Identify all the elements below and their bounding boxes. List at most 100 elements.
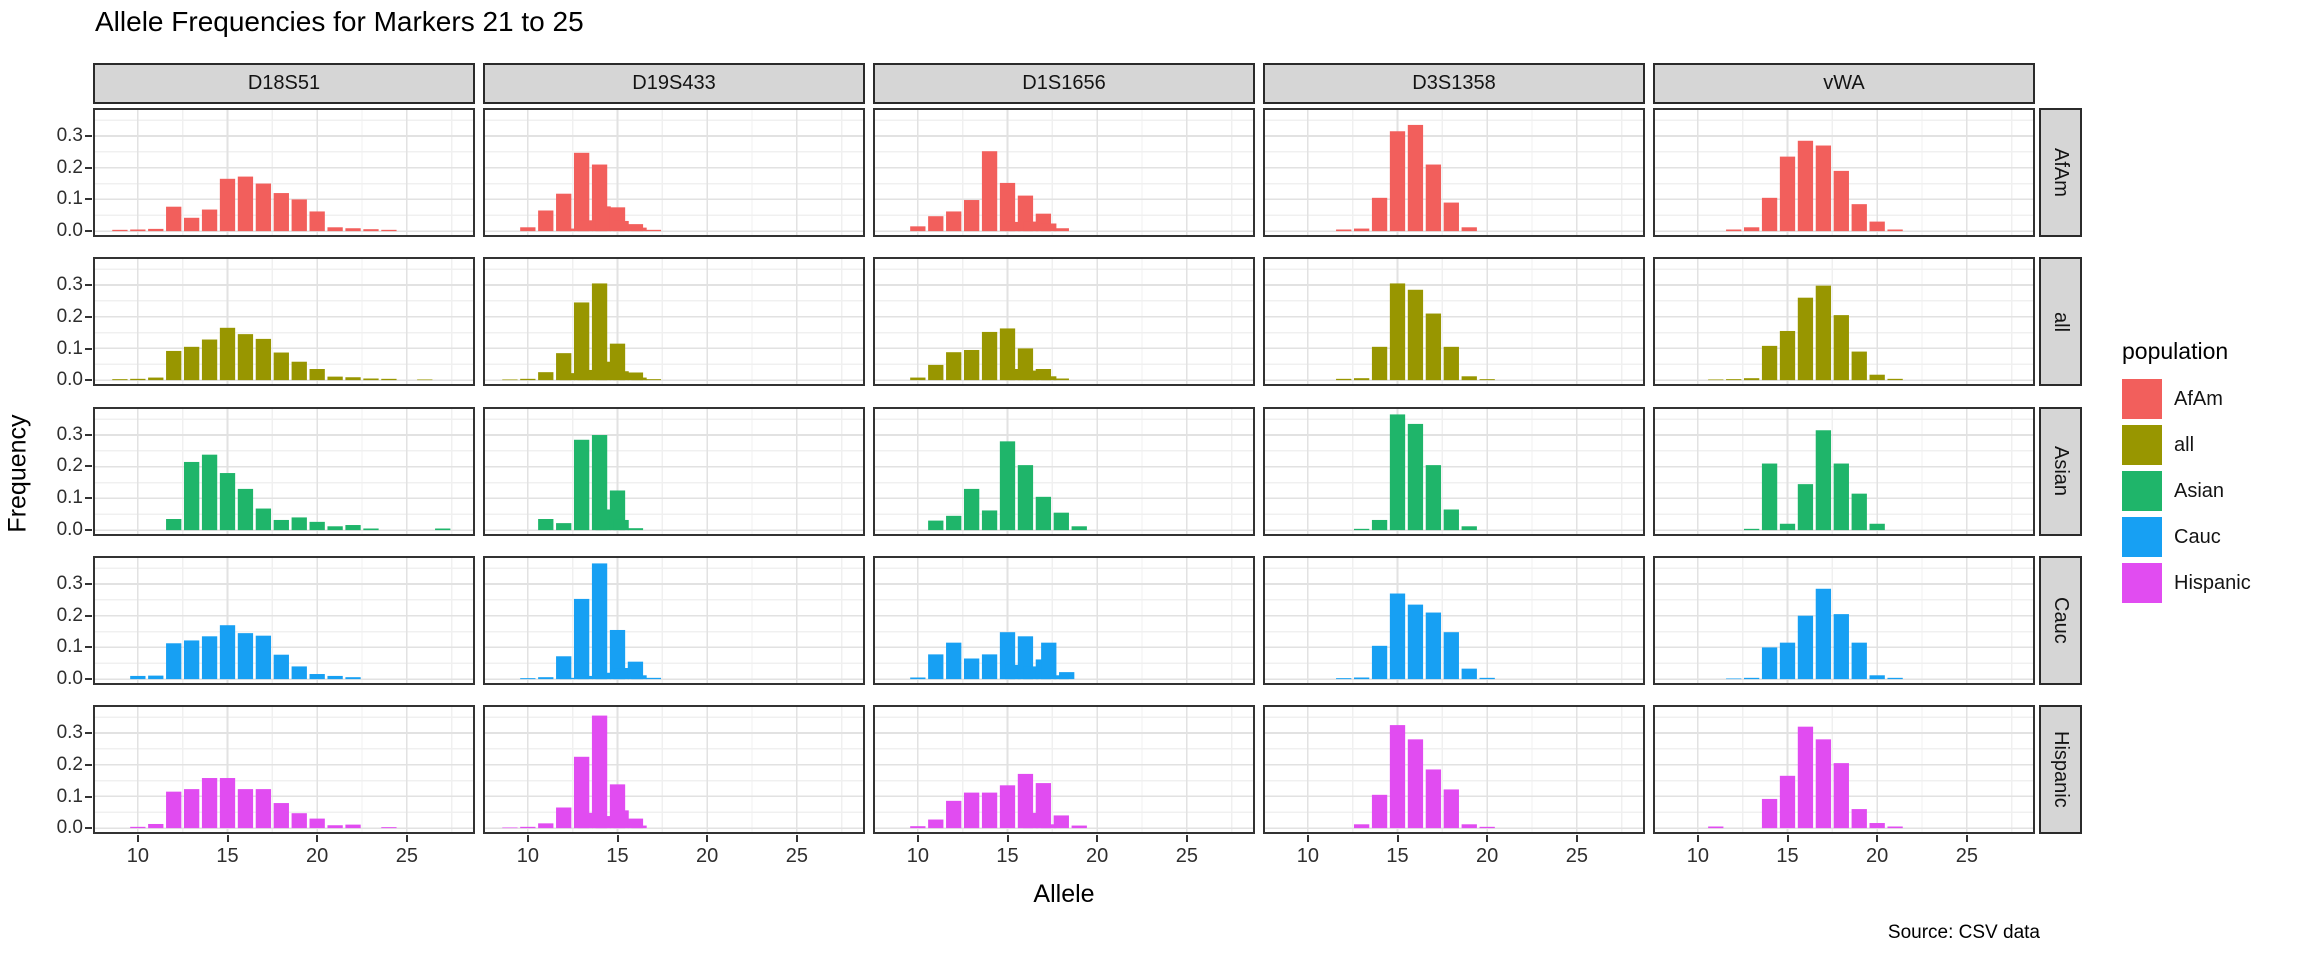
x-tick-label: 10 <box>1296 845 1319 868</box>
legend-entry: AfAm <box>2122 379 2251 419</box>
x-tick-mark <box>1306 835 1309 843</box>
bar <box>345 377 361 381</box>
x-tick-label: 15 <box>216 845 239 868</box>
bar <box>910 226 926 232</box>
bar <box>1353 677 1370 679</box>
legend-swatch <box>2122 425 2162 465</box>
legend-entry: Cauc <box>2122 517 2251 557</box>
bar <box>1815 429 1832 530</box>
bar <box>1005 221 1021 232</box>
bar <box>327 227 343 232</box>
x-tick-label: 10 <box>906 845 929 868</box>
bar <box>309 211 325 232</box>
y-tick-mark <box>85 284 92 287</box>
y-tick-label: 0.1 <box>56 337 83 359</box>
y-tick-label: 0.2 <box>56 604 83 626</box>
y-tick-mark <box>85 465 92 468</box>
facet-panel <box>1263 257 1645 387</box>
bar <box>273 193 289 232</box>
bar <box>1887 677 1903 679</box>
facet-row-label: all <box>2050 311 2072 332</box>
bar <box>1833 614 1849 679</box>
bar <box>183 789 200 829</box>
bar <box>502 827 518 829</box>
bar <box>520 227 536 232</box>
bar <box>928 520 944 530</box>
bar <box>219 625 236 679</box>
bar <box>1053 378 1069 381</box>
bar <box>1425 612 1442 679</box>
y-tick-label: 0.1 <box>56 636 83 658</box>
bar <box>538 677 554 679</box>
y-tick-label: 0.0 <box>56 220 83 242</box>
bar <box>1071 825 1087 829</box>
bar <box>591 563 608 679</box>
facet-panel <box>1263 555 1645 685</box>
x-tick-mark <box>1006 835 1009 843</box>
x-tick-label: 20 <box>696 845 719 868</box>
bar <box>613 371 629 381</box>
bar <box>1815 739 1832 829</box>
bar <box>1461 227 1477 232</box>
bar <box>1071 525 1087 530</box>
x-tick-label: 10 <box>516 845 539 868</box>
bar <box>1887 826 1903 829</box>
bar <box>1371 519 1388 530</box>
bar <box>237 789 254 829</box>
bar <box>981 654 998 679</box>
facet-row-strip: all <box>2039 257 2082 387</box>
bar <box>1815 145 1832 232</box>
facet-column-label: D19S433 <box>632 72 716 94</box>
y-tick-label: 0.3 <box>56 274 83 296</box>
facet-column-strip: vWA <box>1653 63 2035 104</box>
bar <box>631 377 647 381</box>
bar <box>201 209 218 232</box>
bar <box>538 518 554 530</box>
bar <box>591 434 608 530</box>
bar <box>946 352 962 381</box>
bar <box>183 640 200 679</box>
bar <box>1833 315 1849 381</box>
bar <box>1336 229 1352 232</box>
y-tick-label: 0.2 <box>56 156 83 178</box>
facet-panel <box>1263 108 1645 237</box>
chart-title: Allele Frequencies for Markers 21 to 25 <box>95 6 584 37</box>
bar <box>1005 664 1021 679</box>
legend-label: Asian <box>2174 479 2225 502</box>
bar <box>1479 677 1495 679</box>
y-tick-label: 0.1 <box>56 785 83 807</box>
facet-row-label: AfAm <box>2050 148 2072 197</box>
bar <box>609 343 626 381</box>
bar <box>1797 615 1814 679</box>
bar <box>999 785 1016 829</box>
bar <box>999 328 1016 381</box>
bar <box>255 635 272 679</box>
bar <box>345 228 361 232</box>
bar <box>631 825 647 829</box>
bar <box>573 439 590 530</box>
bar <box>1743 528 1760 530</box>
bar <box>1461 824 1477 829</box>
bar <box>273 352 289 381</box>
facet-row-strip: AfAm <box>2039 108 2082 237</box>
bar <box>1053 512 1069 530</box>
bar <box>1708 379 1724 381</box>
bar <box>928 819 944 829</box>
legend-entries: AfAm all Asian Cauc Hispanic <box>2122 379 2251 603</box>
y-tick-label: 0.1 <box>56 188 83 210</box>
bar <box>219 178 236 232</box>
y-tick-mark <box>85 827 92 830</box>
facet-panel <box>1653 257 2035 387</box>
y-tick-mark <box>85 582 92 585</box>
bar <box>573 756 590 829</box>
bar <box>627 527 644 530</box>
x-tick-label: 25 <box>1175 845 1198 868</box>
bar <box>1023 666 1039 679</box>
bar <box>1461 376 1477 381</box>
bar <box>556 807 572 829</box>
bar <box>1425 769 1442 829</box>
bar <box>928 365 944 381</box>
bar <box>613 667 629 679</box>
bar <box>613 220 629 232</box>
legend-label: all <box>2174 433 2195 456</box>
